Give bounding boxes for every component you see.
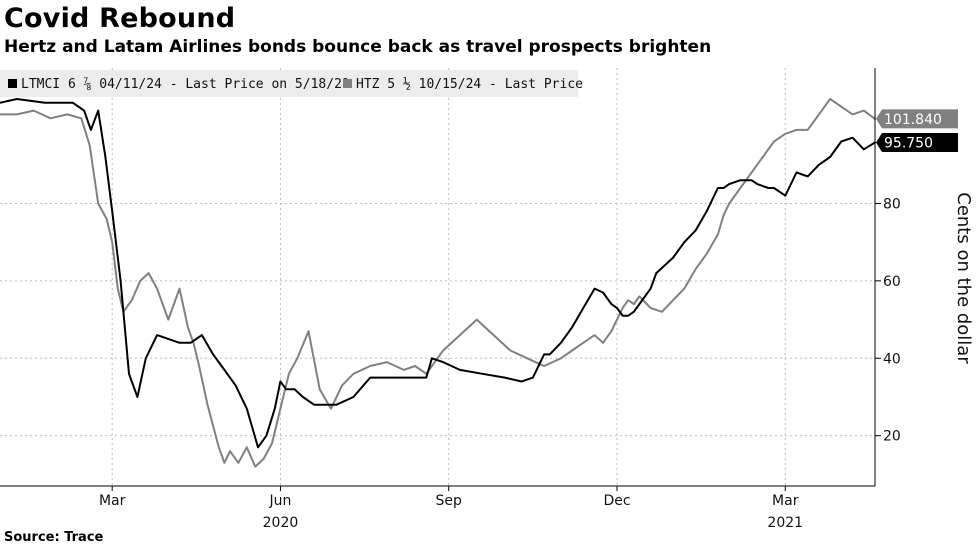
x-tick-label-0: Mar — [99, 493, 126, 509]
legend-label-ltm: LTMCI 6 ⅞ 04/11/24 - Last Price on 5/18/… — [21, 77, 350, 92]
series-line-ltm — [0, 98, 876, 449]
legend: LTMCI 6 ⅞ 04/11/24 - Last Price on 5/18/… — [0, 70, 583, 97]
x-year-label-0: 2020 — [263, 515, 299, 531]
chart-title: Covid Rebound — [4, 3, 236, 34]
x-tick-label-4: Mar — [772, 493, 799, 509]
last-value-tags: 101.840 95.750 — [876, 109, 958, 153]
last-value-tag-ltm: 95.750 — [884, 136, 933, 152]
y-tick-label-60: 60 — [883, 274, 901, 290]
source-note: Source: Trace — [4, 530, 104, 545]
x-tick-label-1: Jun — [269, 493, 292, 509]
x-tick-label-2: Sep — [436, 493, 463, 509]
last-value-tag-ltm-background — [876, 133, 958, 153]
series-line-htz — [0, 98, 876, 468]
legend-swatch-ltm — [8, 79, 17, 88]
legend-label-htz: HTZ 5 ½ 10/15/24 - Last Price — [356, 77, 583, 92]
last-value-tag-htz-background — [876, 109, 958, 129]
y-axis-label: Cents on the dollar — [953, 192, 974, 364]
x-tick-label-3: Dec — [603, 493, 630, 509]
legend-swatch-htz — [343, 79, 352, 88]
last-value-tag-htz: 101.840 — [884, 112, 942, 128]
y-tick-label-20: 20 — [883, 429, 901, 445]
axis-layer: 20 40 60 80 Mar Jun Sep Dec Mar 2020 2021 — [0, 68, 901, 531]
series-layer — [0, 98, 876, 468]
y-tick-label-80: 80 — [883, 196, 901, 212]
grid-layer — [0, 68, 875, 486]
legend-background — [0, 70, 578, 97]
x-year-label-1: 2021 — [767, 515, 803, 531]
y-tick-label-40: 40 — [883, 351, 901, 367]
chart-subtitle: Hertz and Latam Airlines bonds bounce ba… — [4, 37, 712, 57]
